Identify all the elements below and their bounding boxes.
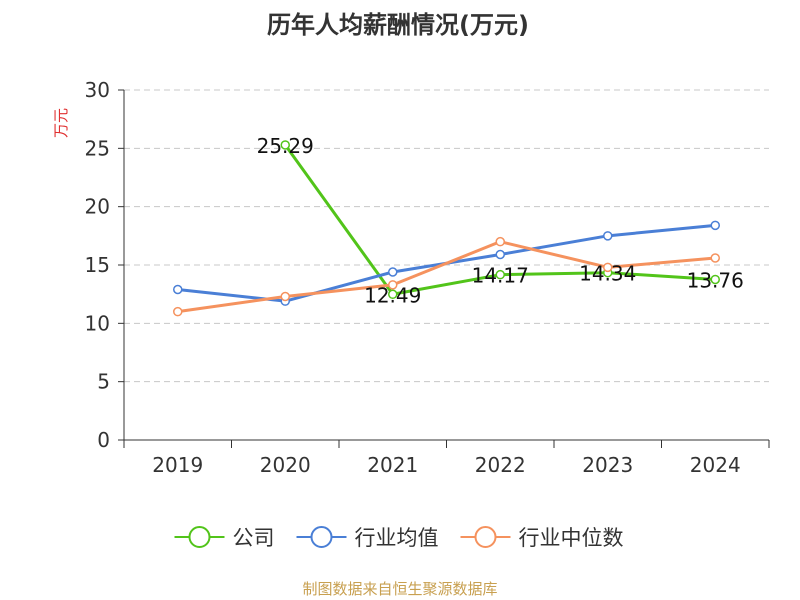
legend-marker: [188, 526, 211, 548]
chart-title: 历年人均薪酬情况(万元): [267, 11, 529, 39]
series-line: [177, 240, 716, 314]
y-axis-label: 万元: [52, 108, 70, 138]
data-point: [495, 236, 505, 247]
data-point: [603, 231, 613, 241]
y-tick-label: 20: [85, 195, 110, 219]
data-label: 14.34: [579, 262, 636, 286]
data-label: 12.49: [364, 283, 421, 307]
data-point: [495, 269, 505, 280]
legend-label: 行业中位数: [519, 526, 624, 550]
x-tick-label: 2024: [690, 453, 741, 477]
data-point: [603, 262, 613, 273]
x-tick-label: 2023: [582, 453, 633, 477]
legend-item[interactable]: 行业中位数: [460, 526, 624, 550]
data-point: [710, 220, 720, 231]
legend-label: 行业均值: [355, 526, 439, 550]
data-point: [388, 289, 398, 300]
legend-label: 公司: [233, 526, 275, 550]
x-tick-label: 2020: [260, 453, 311, 477]
x-tick-label: 2019: [152, 453, 203, 477]
data-point: [388, 280, 398, 290]
legend-marker: [310, 526, 333, 548]
data-point: [280, 140, 290, 150]
x-tick-label: 2021: [367, 453, 418, 477]
data-point: [710, 274, 720, 285]
data-point: [280, 291, 290, 302]
data-point: [495, 249, 505, 260]
y-tick-label: 15: [85, 253, 110, 277]
data-point: [388, 267, 398, 277]
source-note: 制图数据来自恒生聚源数据库: [302, 580, 497, 598]
data-point: [173, 306, 183, 317]
y-tick-label: 10: [85, 311, 110, 335]
y-tick-label: 5: [97, 370, 110, 394]
y-tick-label: 30: [85, 78, 110, 102]
data-label: 13.76: [687, 268, 744, 292]
legend-marker: [474, 526, 497, 548]
y-tick-label: 0: [97, 428, 110, 452]
legend-item[interactable]: 公司: [174, 526, 275, 550]
y-tick-label: 25: [85, 136, 110, 160]
data-label: 25.29: [257, 134, 314, 158]
x-tick-label: 2022: [475, 453, 526, 477]
data-point: [173, 284, 183, 295]
data-point: [710, 253, 720, 263]
legend-item[interactable]: 行业均值: [296, 526, 439, 550]
data-label: 14.17: [472, 264, 529, 288]
